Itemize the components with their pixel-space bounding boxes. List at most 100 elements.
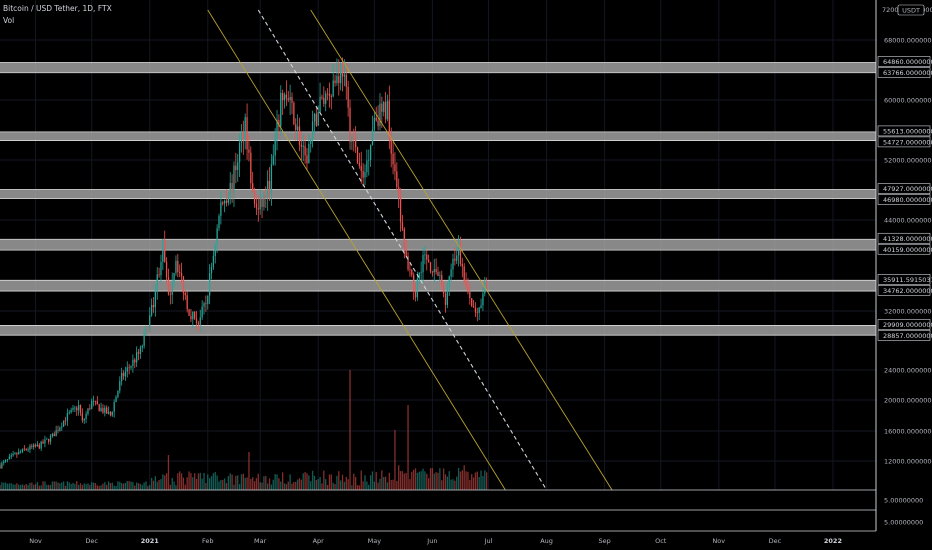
volume-bar bbox=[55, 481, 57, 490]
candle-body bbox=[340, 64, 342, 84]
candle-body bbox=[218, 215, 220, 229]
volume-bar bbox=[14, 484, 16, 490]
volume-bar bbox=[147, 485, 149, 490]
candle-body bbox=[317, 112, 319, 126]
candle-body bbox=[87, 408, 89, 414]
zone-price-label: 63766.00000000 bbox=[883, 69, 932, 77]
candle-body bbox=[242, 132, 244, 139]
volume-bar bbox=[373, 481, 376, 490]
support-resistance-zone[interactable] bbox=[0, 131, 876, 141]
candle-body bbox=[295, 124, 297, 130]
volume-bar bbox=[162, 474, 164, 490]
candle-body bbox=[362, 170, 364, 178]
candle-body bbox=[0, 465, 1, 468]
time-tick-label: Oct bbox=[655, 537, 667, 545]
currency-badge[interactable] bbox=[897, 4, 925, 16]
volume-bar bbox=[122, 483, 125, 490]
time-tick-label: May bbox=[368, 537, 382, 545]
candle-body bbox=[401, 222, 404, 229]
volume-legend[interactable]: Vol bbox=[3, 16, 15, 25]
channel-line-middle[interactable] bbox=[257, 9, 548, 491]
volume-bar bbox=[285, 484, 288, 490]
volume-bar bbox=[8, 483, 11, 490]
support-resistance-zone[interactable] bbox=[0, 62, 876, 73]
symbol-title[interactable]: Bitcoin / USD Tether, 1D, FTX bbox=[3, 4, 112, 13]
candle-body bbox=[323, 97, 325, 104]
candle-body bbox=[426, 254, 428, 260]
volume-bar bbox=[177, 473, 179, 490]
candle-body bbox=[291, 97, 293, 103]
support-resistance-zone[interactable] bbox=[0, 325, 876, 336]
support-resistance-zone[interactable] bbox=[0, 239, 876, 251]
volume-bar bbox=[57, 482, 59, 490]
volume-bar bbox=[62, 481, 65, 490]
volume-bar bbox=[12, 484, 14, 490]
candle-body bbox=[315, 113, 317, 126]
candle-body bbox=[165, 261, 168, 278]
candle-body bbox=[92, 400, 95, 402]
channel-line-lower[interactable] bbox=[207, 9, 506, 491]
candle-body bbox=[91, 400, 93, 409]
candle-body bbox=[296, 126, 299, 130]
volume-bar bbox=[4, 482, 7, 490]
zone-price-label-box bbox=[877, 274, 931, 285]
candle-body bbox=[130, 365, 132, 368]
volume-bar bbox=[332, 482, 334, 490]
candle-body bbox=[119, 381, 121, 391]
volume-bar bbox=[141, 484, 143, 490]
candle-body bbox=[18, 451, 20, 455]
candle-body bbox=[192, 311, 194, 320]
candle-body bbox=[431, 271, 434, 273]
volume-bar bbox=[399, 471, 402, 490]
volume-bar bbox=[36, 481, 39, 490]
volume-bar bbox=[102, 483, 104, 490]
volume-bar bbox=[23, 485, 25, 490]
candle-body bbox=[208, 273, 211, 296]
volume-bar bbox=[319, 476, 321, 490]
candle-body bbox=[36, 444, 39, 447]
volume-bar bbox=[154, 476, 157, 490]
volume-bar bbox=[476, 471, 478, 490]
candle-body bbox=[328, 93, 331, 97]
support-resistance-zone[interactable] bbox=[0, 280, 876, 292]
candle-body bbox=[150, 304, 153, 316]
volume-bar bbox=[349, 370, 351, 490]
candle-body bbox=[310, 138, 312, 144]
volume-bar bbox=[124, 482, 127, 490]
support-resistance-zone[interactable] bbox=[0, 189, 876, 199]
candle-body bbox=[64, 420, 67, 422]
volume-bar bbox=[426, 473, 428, 490]
volume-bar bbox=[334, 483, 336, 490]
candle-body bbox=[338, 76, 340, 84]
candle-body bbox=[240, 132, 243, 143]
candle-body bbox=[381, 103, 383, 112]
channel-line-upper[interactable] bbox=[310, 9, 613, 491]
volume-bar bbox=[381, 470, 383, 490]
volume-bar bbox=[340, 480, 342, 490]
volume-bar bbox=[158, 480, 160, 490]
candle-body bbox=[259, 198, 261, 210]
volume-bar bbox=[424, 471, 426, 490]
candle-body bbox=[252, 183, 254, 192]
candle-body bbox=[250, 152, 252, 184]
candle-body bbox=[456, 255, 458, 261]
volume-bar bbox=[452, 479, 454, 490]
candle-body bbox=[98, 404, 100, 412]
candle-body bbox=[244, 117, 246, 139]
volume-bar bbox=[375, 472, 377, 490]
volume-bar bbox=[442, 468, 445, 490]
volume-bar bbox=[132, 482, 134, 490]
volume-bar bbox=[326, 484, 329, 490]
volume-bar bbox=[295, 481, 297, 490]
time-tick-label: Jul bbox=[484, 537, 493, 545]
volume-bar bbox=[18, 484, 20, 490]
volume-bar bbox=[76, 481, 78, 490]
candle-body bbox=[265, 194, 267, 198]
volume-bar bbox=[457, 467, 460, 490]
volume-bar bbox=[321, 483, 323, 490]
volume-bar bbox=[413, 469, 415, 490]
volume-bar bbox=[302, 473, 304, 490]
candle-body bbox=[300, 144, 303, 147]
volume-bar bbox=[439, 468, 441, 490]
